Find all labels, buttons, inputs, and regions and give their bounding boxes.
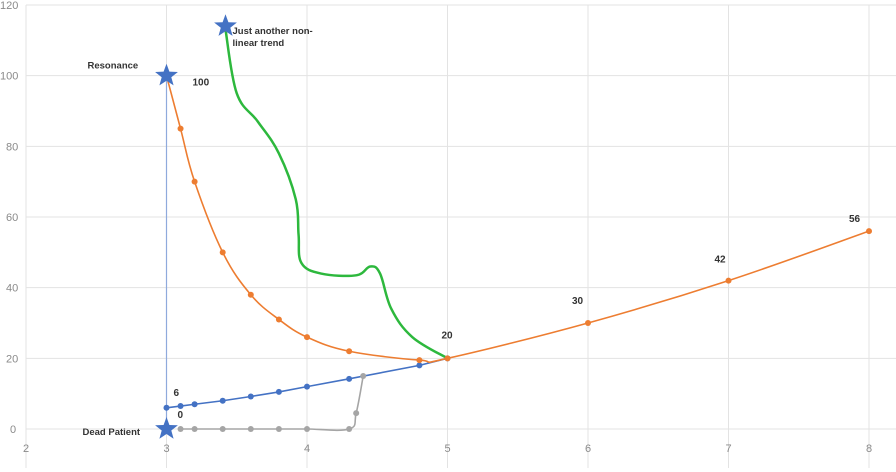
x-tick-label: 8 xyxy=(866,443,872,455)
series-0-point xyxy=(304,383,310,390)
series-0-point xyxy=(416,362,423,369)
annotation-label: Dead Patient xyxy=(83,427,141,438)
series-1-point xyxy=(177,426,184,432)
labels: Resonance Just another non-linear trend De… xyxy=(83,26,861,438)
data-label: 30 xyxy=(572,296,584,307)
series-2-point xyxy=(275,316,282,323)
y-tick-label: 120 xyxy=(0,0,18,12)
series-1-point xyxy=(360,373,367,379)
series-0-point xyxy=(163,404,170,411)
series-2-point xyxy=(725,277,732,284)
series-0-line xyxy=(166,357,448,409)
annotation-label: Resonance xyxy=(88,61,139,72)
series-1-point xyxy=(304,426,310,432)
star-marker xyxy=(214,14,237,36)
series-2-point xyxy=(416,357,423,364)
markers xyxy=(155,14,872,439)
y-tick-label: 20 xyxy=(6,353,18,365)
series-0-point xyxy=(346,375,353,382)
star-marker xyxy=(155,417,178,439)
star-marker xyxy=(155,63,178,86)
data-label: 0 xyxy=(178,410,184,421)
x-tick-label: 2 xyxy=(23,443,29,455)
series-2-point xyxy=(191,178,198,185)
series-lines xyxy=(165,29,870,432)
x-tick-label: 5 xyxy=(444,443,450,455)
series-0-point xyxy=(247,393,254,400)
x-tick-label: 6 xyxy=(585,443,591,455)
series-0-point xyxy=(177,403,184,410)
series-2-point xyxy=(247,291,254,298)
data-label: 100 xyxy=(193,78,210,89)
gridlines xyxy=(25,4,896,468)
series-0-point xyxy=(191,401,198,408)
series-2-line xyxy=(165,75,870,364)
y-tick-label: 40 xyxy=(6,283,18,295)
series-2-point xyxy=(219,249,226,256)
x-tick-label: 7 xyxy=(725,443,731,455)
x-tick-label: 4 xyxy=(304,443,310,455)
y-tick-label: 0 xyxy=(10,424,16,436)
data-label: 56 xyxy=(849,214,861,225)
y-tick-label: 60 xyxy=(6,212,18,224)
data-label: 42 xyxy=(715,255,727,266)
annotation-label: Just another non- xyxy=(233,26,313,37)
y-tick-label: 100 xyxy=(0,71,18,83)
y-tick-label: 80 xyxy=(6,141,18,153)
series-1-point xyxy=(353,410,360,417)
series-1-point xyxy=(346,426,353,432)
series-1-point xyxy=(219,426,226,432)
x-tick-label: 3 xyxy=(163,443,169,455)
series-1-point xyxy=(275,426,282,432)
series-2-point xyxy=(585,320,591,326)
data-label: 6 xyxy=(174,388,180,399)
series-2-point xyxy=(866,228,872,235)
series-2-point xyxy=(444,355,451,362)
series-2-point xyxy=(177,125,184,132)
series-1-point xyxy=(191,426,198,432)
series-2-point xyxy=(304,334,310,341)
series-3-line xyxy=(224,29,449,360)
series-2-point xyxy=(346,348,353,355)
series-1-point xyxy=(247,426,254,432)
data-label: 20 xyxy=(442,330,454,341)
annotation-label: linear trend xyxy=(233,38,285,49)
series-0-point xyxy=(275,388,282,395)
series-0-point xyxy=(219,397,226,404)
